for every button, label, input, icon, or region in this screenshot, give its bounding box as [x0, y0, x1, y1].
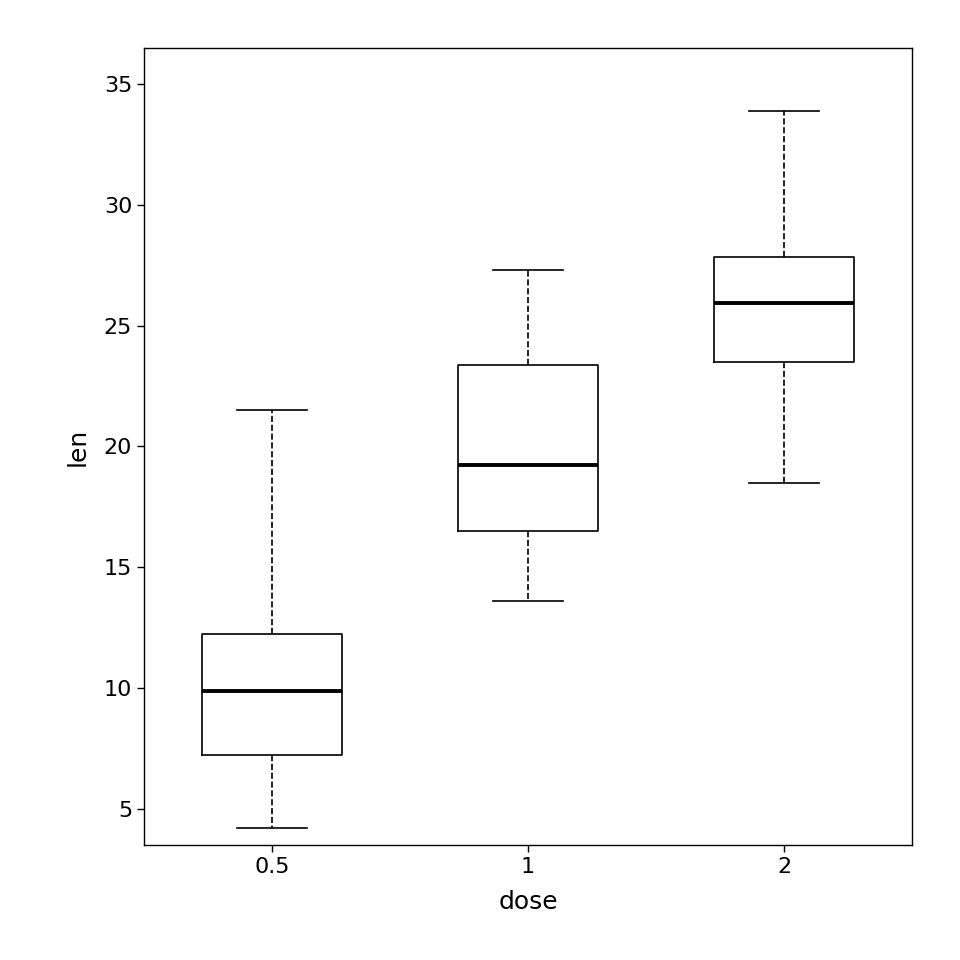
X-axis label: dose: dose	[498, 891, 558, 915]
Y-axis label: len: len	[66, 427, 90, 466]
